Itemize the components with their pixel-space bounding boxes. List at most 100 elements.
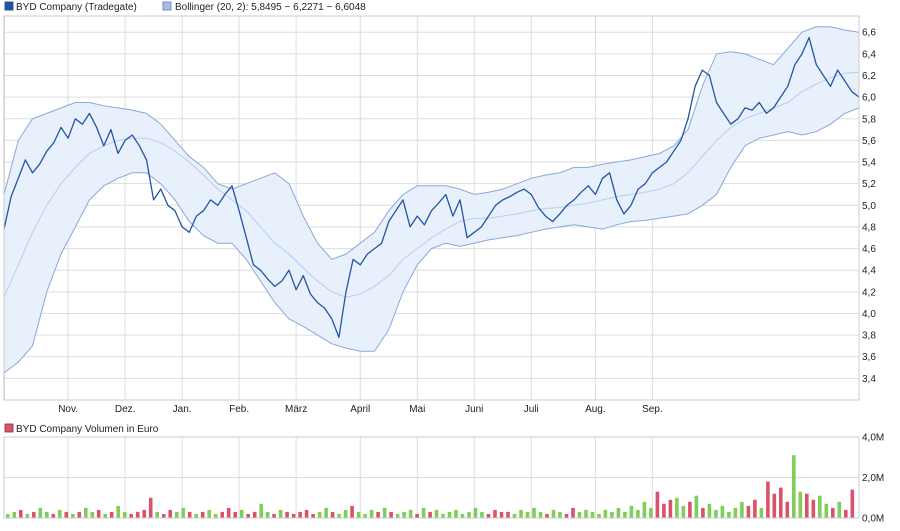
legend-volume-label: BYD Company Volumen in Euro xyxy=(16,424,159,435)
bollinger-band-area xyxy=(4,26,859,374)
volume-bar xyxy=(493,509,497,518)
volume-bar xyxy=(792,455,796,518)
volume-bar xyxy=(480,511,484,518)
price-y-tick-label: 3,4 xyxy=(862,374,876,385)
volume-bar xyxy=(772,493,777,518)
volume-bar xyxy=(584,509,588,518)
volume-bar xyxy=(311,514,315,518)
price-x-tick-label: März xyxy=(285,404,307,415)
volume-bar xyxy=(759,507,764,518)
volume-bar xyxy=(824,503,829,518)
volume-bar xyxy=(161,514,166,518)
volume-bar xyxy=(727,511,731,518)
volume-bar xyxy=(337,514,341,518)
volume-bar xyxy=(246,514,250,518)
volume-bar xyxy=(200,511,205,518)
volume-bar xyxy=(239,509,244,518)
volume-bar xyxy=(694,495,699,518)
volume-bar xyxy=(460,514,465,518)
volume-bar xyxy=(233,511,237,518)
price-x-tick-label: Feb. xyxy=(229,404,249,415)
volume-bar xyxy=(363,514,367,518)
volume-bar xyxy=(655,491,660,518)
volume-bar xyxy=(714,509,718,518)
volume-bar xyxy=(71,514,75,518)
volume-bar xyxy=(844,509,848,518)
volume-bar xyxy=(408,509,413,518)
price-y-tick-label: 6,0 xyxy=(862,93,876,104)
volume-bar xyxy=(447,511,452,518)
price-x-tick-label: Jan. xyxy=(173,404,192,415)
volume-bar xyxy=(64,511,69,518)
volume-bar xyxy=(506,511,510,518)
volume-bar xyxy=(278,509,283,518)
legend-volume-swatch xyxy=(4,423,14,433)
volume-bar xyxy=(272,514,276,518)
bollinger-upper-line xyxy=(3,26,860,260)
volume-bar xyxy=(304,509,309,518)
volume-bar xyxy=(6,514,10,518)
price-y-tick-label: 4,2 xyxy=(862,287,876,298)
volume-bar xyxy=(499,511,504,518)
price-x-axis: Nov. Dez. Jan. Feb. März April Mai Juni Juli Aug.… xyxy=(58,404,662,415)
price-x-tick-label: Juni xyxy=(465,404,483,415)
legend-price-label: BYD Company (Tradegate) xyxy=(16,2,137,13)
volume-bar xyxy=(766,481,770,518)
volume-bar xyxy=(402,511,406,518)
volume-bar xyxy=(512,514,517,518)
volume-bar xyxy=(642,501,647,518)
volume-bar xyxy=(174,511,179,518)
price-x-tick-label: Dez. xyxy=(115,404,136,415)
price-y-tick-label: 6,6 xyxy=(862,28,876,39)
volume-bar xyxy=(135,511,140,518)
volume-bar xyxy=(532,507,536,518)
volume-bar xyxy=(265,511,270,518)
volume-bar xyxy=(525,511,530,518)
volume-bar xyxy=(32,511,36,518)
price-x-tick-label: Nov. xyxy=(58,404,78,415)
volume-panel-border xyxy=(3,436,860,519)
volume-bar xyxy=(395,514,400,518)
volume-bar xyxy=(343,509,348,518)
price-y-tick-label: 5,4 xyxy=(862,158,876,169)
volume-bar xyxy=(740,501,744,518)
volume-bar xyxy=(324,507,328,518)
volume-bar xyxy=(298,511,302,518)
volume-bar xyxy=(558,511,562,518)
price-y-tick-label: 5,0 xyxy=(862,201,876,212)
volume-bars xyxy=(6,455,855,519)
price-y-tick-label: 4,4 xyxy=(862,266,876,277)
price-x-tick-label: Juli xyxy=(524,404,539,415)
volume-bar xyxy=(84,507,88,518)
price-y-tick-label: 3,8 xyxy=(862,331,876,342)
price-y-axis: 3,4 3,6 3,8 4,0 4,2 4,4 4,6 4,8 5,0 5,2 5,4 5,6 5,8 6… xyxy=(862,28,876,385)
volume-bar xyxy=(213,514,218,518)
volume-bar xyxy=(538,511,543,518)
legend-price-swatch xyxy=(4,1,14,11)
volume-bar xyxy=(330,511,335,518)
volume-bar xyxy=(19,509,23,518)
volume-bar xyxy=(785,501,790,518)
volume-bar xyxy=(850,489,855,518)
volume-y-tick-label: 4,0M xyxy=(862,433,884,444)
price-x-tick-label: Aug. xyxy=(585,404,606,415)
volume-bar xyxy=(623,511,627,518)
volume-y-tick-label: 2,0M xyxy=(862,473,884,484)
price-y-tick-label: 5,8 xyxy=(862,114,876,125)
volume-bar xyxy=(389,511,393,518)
price-y-tick-label: 5,6 xyxy=(862,136,876,147)
price-line xyxy=(3,36,860,338)
volume-bar xyxy=(545,514,549,518)
volume-bar xyxy=(434,509,439,518)
volume-y-tick-label: 0,0M xyxy=(862,514,884,525)
volume-bar xyxy=(421,507,426,518)
volume-bar xyxy=(285,511,289,518)
volume-bar xyxy=(746,505,751,518)
legend-bollinger-label: Bollinger (20, 2): 5,8495 − 6,2271 − 6,6… xyxy=(175,2,366,13)
volume-bar xyxy=(317,511,322,518)
volume-bar xyxy=(733,507,738,518)
volume-bar xyxy=(590,511,595,518)
price-x-tick-label: Mai xyxy=(409,404,425,415)
price-y-tick-label: 6,4 xyxy=(862,49,876,60)
